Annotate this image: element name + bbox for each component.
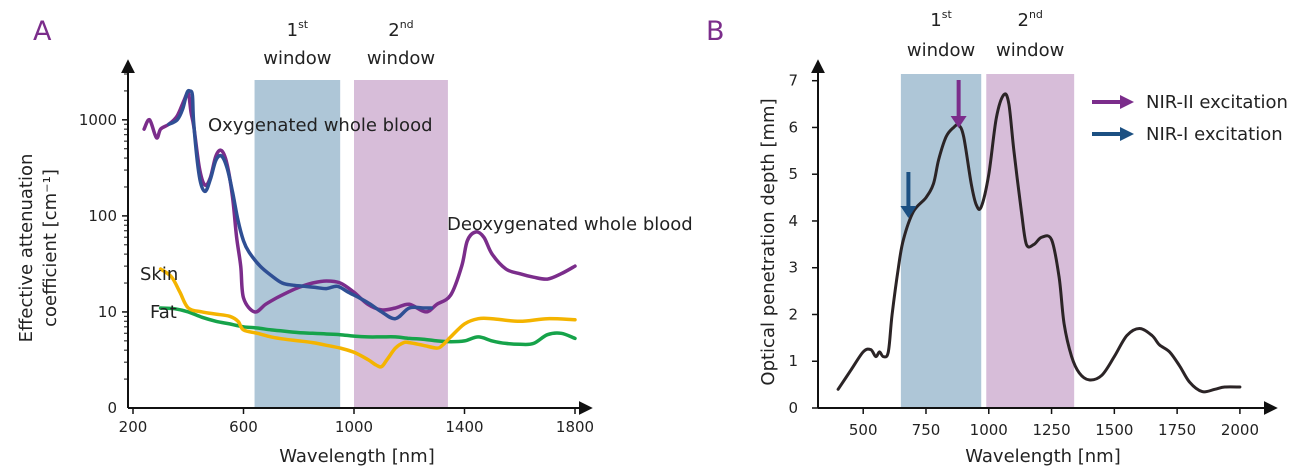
panel-a-series-skin [158,267,577,369]
panel-b-y-tick-3: 3 [788,259,798,277]
panel-a-x-axis-title: Wavelength [nm] [279,446,435,467]
panel-b-y-tick-0: 0 [788,399,798,417]
panel-b-x-axis-title: Wavelength [nm] [965,446,1121,467]
panel-b-letter: B [706,16,725,47]
panel-a-window-2-number: 2nd [388,18,413,41]
panel-b-y-tick-6: 6 [788,118,798,136]
legend-label-nir-ii-excitation: NIR-II excitation [1146,92,1288,113]
panel-b-arrow-nir-i-excitation-head [900,206,917,218]
legend-label-nir-i-excitation: NIR-I excitation [1146,124,1283,145]
panel-b-series [836,92,1242,394]
panel-a-ticks: 200 600 1000 1400 1800 10 100 1000 0 [79,73,594,436]
panel-b-y-tick-7: 7 [788,72,798,90]
panel-b-y-axis-title: Optical penetration depth [mm] [758,98,779,385]
panel-a-window-1-band [254,80,341,408]
panel-a-letter: A [33,16,52,47]
panel-a-x-tick-600: 600 [229,418,258,436]
panel-a-x-tick-1800: 1800 [556,418,594,436]
panel-b-window-2-number: 2nd [1017,8,1042,31]
panel-b-window-2-label: window [996,40,1064,61]
panel-a-series [142,88,577,369]
panel-a-y-axis-title-line2: coefficient [cm⁻¹] [40,169,61,327]
panel-b-series-optical-penetration-depth [836,92,1242,394]
panel-b-x-tick-1000: 1000 [970,421,1008,439]
panel-b-x-tick-1500: 1500 [1095,421,1133,439]
panel-a-windows: 1st window 2nd window [254,18,448,408]
panel-b-window-1-label: window [907,40,975,61]
panel-b-window-1-band [900,74,982,408]
panel-b-y-tick-1: 1 [788,352,798,370]
panel-b-windows: 1st window 2nd window [900,8,1075,408]
oxygenated-blood-label: Oxygenated whole blood [208,115,433,136]
panel-a-y-tick-10: 10 [98,303,117,321]
panel-b-y-tick-4: 4 [788,212,798,230]
panel-b-x-tick-1750: 1750 [1158,421,1196,439]
panel-a-series-oxygenated-whole-blood [167,88,434,321]
panel-a-y-axis-title-line1: Effective attenuation [16,154,37,343]
skin-label: Skin [140,264,178,285]
panel-a-x-tick-200: 200 [119,418,148,436]
panel-a-x-tick-1000: 1000 [335,418,373,436]
panel-b-x-tick-500: 500 [849,421,878,439]
panel-a-y-tick-100: 100 [88,207,117,225]
panel-a-window-1-number: 1st [287,18,309,41]
panel-b-legend: NIR-II excitation NIR-I excitation [1092,92,1288,145]
panel-b-arrow-nir-ii-excitation-head [950,116,967,128]
panel-a-series-deoxygenated-whole-blood [142,90,577,314]
panel-b-axes [811,59,1278,415]
panel-a-x-tick-1400: 1400 [445,418,483,436]
panel-b-window-2-band [986,74,1075,408]
panel-b-arrows [900,80,967,218]
panel-b-window-1-number: 1st [930,8,952,31]
panel-a-window-1-label: window [263,48,331,69]
legend-arrow-nir-ii-excitation [1120,95,1134,109]
panel-a-y-tick-0: 0 [107,399,117,417]
panel-b-ticks: 500 750 1000 1250 1500 1750 2000 0 1 2 3 4 5 6 7 [788,72,1259,439]
panel-b-x-tick-750: 750 [912,421,941,439]
fat-label: Fat [150,302,177,323]
legend-arrow-nir-i-excitation [1120,127,1134,141]
panel-b-y-tick-5: 5 [788,165,798,183]
deoxygenated-blood-label: Deoxygenated whole blood [447,214,693,235]
panel-b-y-tick-2: 2 [788,305,798,323]
panel-a-series-fat [158,306,577,347]
panel-a-y-tick-1000: 1000 [79,111,117,129]
panel-b-x-tick-1250: 1250 [1032,421,1070,439]
panel-a-window-2-label: window [367,48,435,69]
panel-a-window-2-band [354,80,448,408]
panel-b-x-tick-2000: 2000 [1221,421,1259,439]
